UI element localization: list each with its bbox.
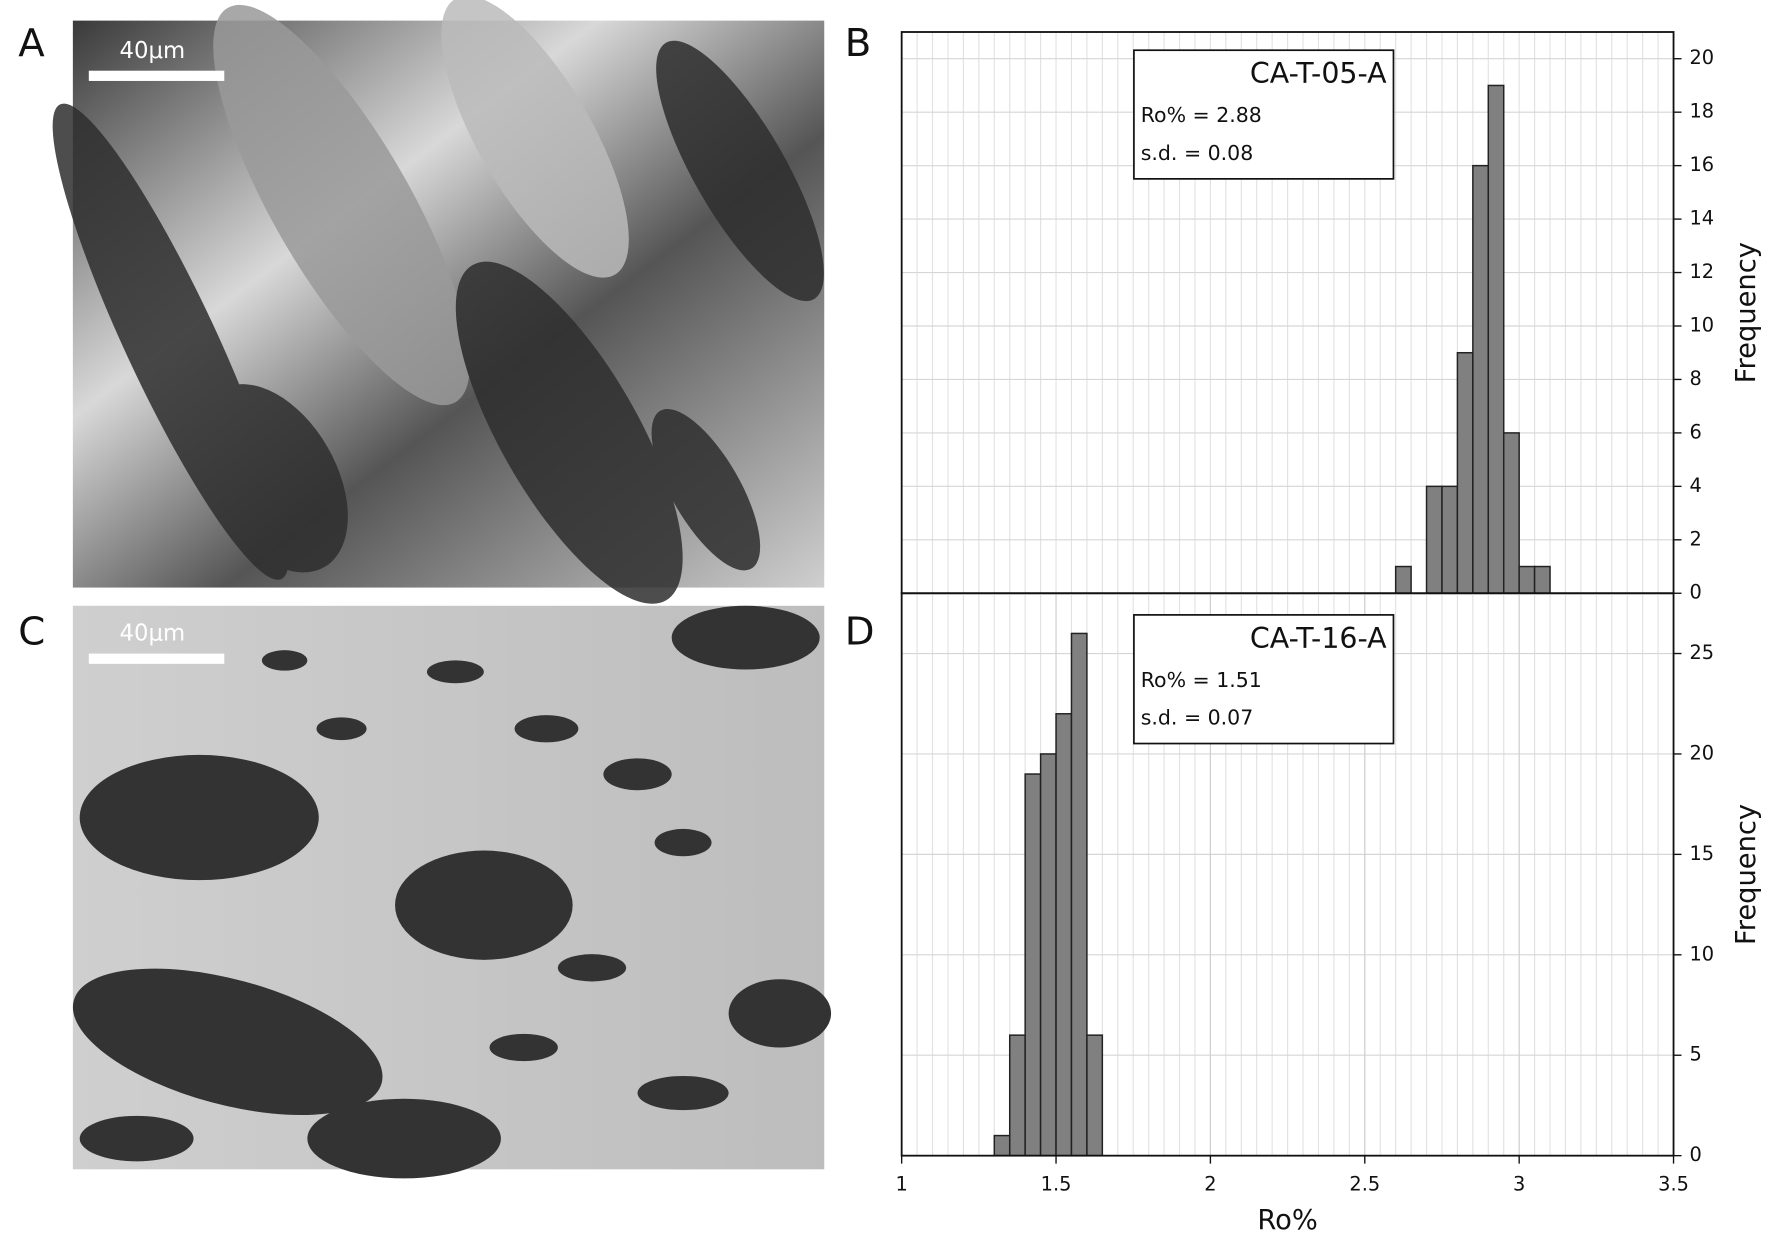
bar	[1487, 84, 1505, 595]
photo-a	[52, 0, 825, 604]
bar	[1055, 713, 1073, 1157]
bar	[993, 1134, 1011, 1157]
chart: 0 5 10 15 20 25 1 1.5 2 2.5 3 3.5 D CA-T-16-A Ro% = 1.…	[845, 592, 1762, 1236]
bar	[1024, 773, 1042, 1157]
y-tick-label: 6	[1689, 420, 1701, 443]
panel-label: D	[845, 610, 875, 655]
y-tick-label: 4	[1689, 474, 1701, 497]
plot-frame	[900, 592, 1675, 1157]
y-tick-label: 10	[1689, 942, 1714, 965]
panel-label: A	[18, 21, 45, 66]
y-tick-label: 2	[1689, 527, 1701, 550]
y-tick-label: 20	[1689, 741, 1714, 764]
y-tick-label: 0	[1689, 1143, 1701, 1166]
bar	[1518, 565, 1536, 595]
annotation-box	[1133, 614, 1395, 745]
panel-label: B	[845, 21, 872, 66]
y-tick-label: 14	[1689, 207, 1714, 230]
annotation-title: CA-T-05-A	[1250, 57, 1387, 90]
x-tick-label: 3.5	[1658, 1173, 1689, 1196]
bar	[1070, 632, 1088, 1157]
y-axis-label: Frequency	[1731, 804, 1762, 945]
bar	[1394, 565, 1412, 595]
annotation: s.d. = 0.08	[1141, 141, 1254, 165]
bar	[1502, 432, 1520, 595]
y-tick-label: 8	[1689, 367, 1701, 390]
annotation: s.d. = 0.07	[1141, 705, 1254, 729]
y-tick-label: 5	[1689, 1043, 1701, 1066]
scale-bar-label: 40μm	[120, 38, 186, 64]
scale-bar-label: 40μm	[120, 621, 186, 647]
y-tick-label: 18	[1689, 100, 1714, 123]
photo-c	[72, 605, 832, 1179]
y-tick-label: 25	[1689, 641, 1714, 664]
bar	[1441, 485, 1459, 595]
y-tick-label: 12	[1689, 260, 1714, 283]
x-axis-label: Ro%	[1257, 1205, 1317, 1236]
annotation: Ro% = 2.88	[1141, 103, 1262, 127]
x-tick-label: 3	[1513, 1173, 1525, 1196]
y-tick-label: 0	[1689, 581, 1701, 604]
y-tick-label: 16	[1689, 153, 1714, 176]
bar	[1472, 164, 1490, 595]
panel-label: C	[18, 610, 45, 655]
y-tick-label: 10	[1689, 313, 1714, 336]
chart: 0 2 4 6 8 10 12 14 16 18 20 B CA-T-05-A Ro% = 2.88 s.d…	[845, 21, 1762, 604]
bar	[1456, 351, 1474, 595]
x-tick-label: 1	[896, 1173, 908, 1196]
annotation-box	[1133, 49, 1395, 180]
y-tick-label: 20	[1689, 46, 1714, 69]
bar	[1533, 565, 1551, 595]
bar	[1425, 485, 1443, 595]
bar	[1008, 1034, 1026, 1157]
annotation-title: CA-T-16-A	[1250, 622, 1387, 655]
y-axis-label: Frequency	[1731, 242, 1762, 383]
y-tick-label: 15	[1689, 842, 1714, 865]
bar	[1039, 753, 1057, 1157]
bar	[1086, 1034, 1104, 1157]
x-tick-label: 2.5	[1349, 1173, 1380, 1196]
x-tick-label: 2	[1204, 1173, 1216, 1196]
x-tick-label: 1.5	[1041, 1173, 1072, 1196]
annotation: Ro% = 1.51	[1141, 668, 1262, 692]
